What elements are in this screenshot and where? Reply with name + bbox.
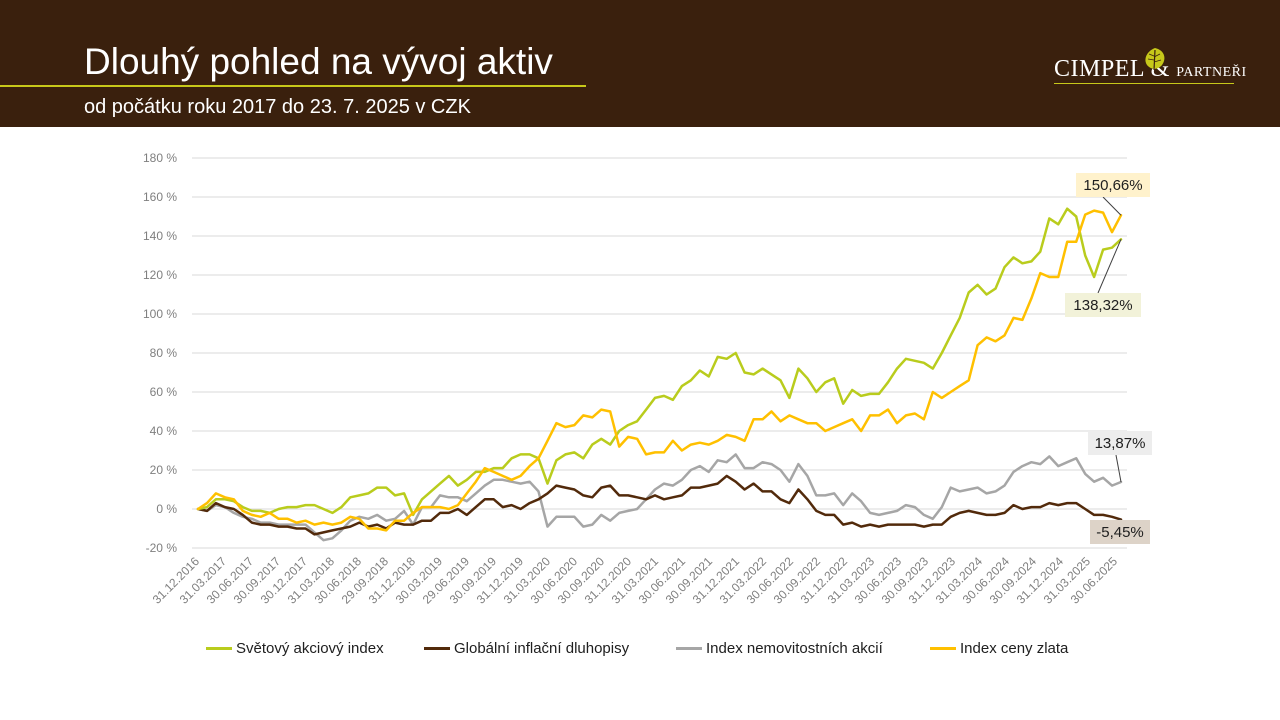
y-tick-label: 140 % — [143, 229, 177, 243]
y-tick-label: 0 % — [156, 502, 177, 516]
y-tick-label: -20 % — [146, 541, 178, 555]
legend-swatch — [676, 646, 702, 650]
legend-label: Globální inflační dluhopisy — [454, 640, 630, 657]
y-tick-label: 40 % — [150, 424, 178, 438]
company-logo: CIMPEL & PARTNEŘI — [1050, 48, 1246, 92]
logo-tail: PARTNEŘI — [1176, 65, 1247, 80]
page-subtitle: od počátku roku 2017 do 23. 7. 2025 v CZ… — [84, 96, 471, 118]
leader-line — [1097, 239, 1122, 294]
data-label-box — [1088, 431, 1152, 455]
leader-line — [1115, 454, 1122, 483]
y-tick-label: 80 % — [150, 346, 178, 360]
logo-underline — [1054, 83, 1234, 84]
header-bar: Dlouhý pohled na vývoj aktiv od počátku … — [0, 0, 1280, 127]
y-tick-label: 120 % — [143, 268, 177, 282]
y-tick-label: 160 % — [143, 190, 177, 204]
legend-label: Světový akciový index — [236, 640, 384, 657]
chart-grid — [192, 157, 1127, 549]
legend-label: Index ceny zlata — [960, 640, 1069, 657]
data-label-box — [1076, 173, 1150, 197]
legend-label: Index nemovitostních akcií — [706, 640, 883, 657]
data-label: 150,66% — [1083, 177, 1142, 194]
series-line — [196, 474, 1123, 536]
leaf-icon — [1145, 48, 1165, 71]
series-line — [196, 453, 1123, 542]
data-label-box — [1090, 520, 1150, 544]
y-tick-label: 100 % — [143, 307, 177, 321]
legend-swatch — [424, 646, 450, 650]
legend-item: Index nemovitostních akcií — [676, 638, 883, 660]
y-tick-label: 60 % — [150, 385, 178, 399]
legend-item: Index ceny zlata — [930, 638, 1068, 660]
data-label: 13,87% — [1095, 435, 1146, 452]
x-axis: 31.12.201631.03.201730.06.201730.09.2017… — [150, 554, 1121, 607]
title-underline — [0, 85, 586, 87]
data-label-box — [1065, 293, 1141, 317]
data-label: -5,45% — [1096, 524, 1144, 541]
y-tick-label: 180 % — [143, 151, 177, 165]
legend-swatch — [206, 646, 232, 650]
series-line — [196, 207, 1123, 517]
logo-wordmark: CIMPEL & PARTNEŘI — [1054, 56, 1247, 83]
line-chart: -20 % 0 % 20 % 40 % 60 % 80 % 100 % 120 % 140 % 1… — [143, 151, 1152, 607]
legend-item: Globální inflační dluhopisy — [424, 638, 629, 660]
leader-line — [1102, 196, 1122, 216]
chart-series — [196, 207, 1123, 542]
page-title: Dlouhý pohled na vývoj aktiv — [84, 41, 553, 82]
legend-swatch — [930, 646, 956, 650]
series-line — [196, 209, 1123, 532]
data-label: 138,32% — [1073, 297, 1132, 314]
legend-item: Světový akciový index — [206, 638, 384, 660]
logo-name: CIMPEL — [1054, 56, 1145, 82]
y-tick-label: 20 % — [150, 463, 178, 477]
y-axis: -20 % 0 % 20 % 40 % 60 % 80 % 100 % 120 % 140 % 1… — [143, 151, 177, 555]
chart-legend: Světový akciový index Globální inflační d… — [0, 638, 1280, 660]
end-labels: 150,66% 138,32% 13,87% -5,45% — [1065, 173, 1152, 544]
